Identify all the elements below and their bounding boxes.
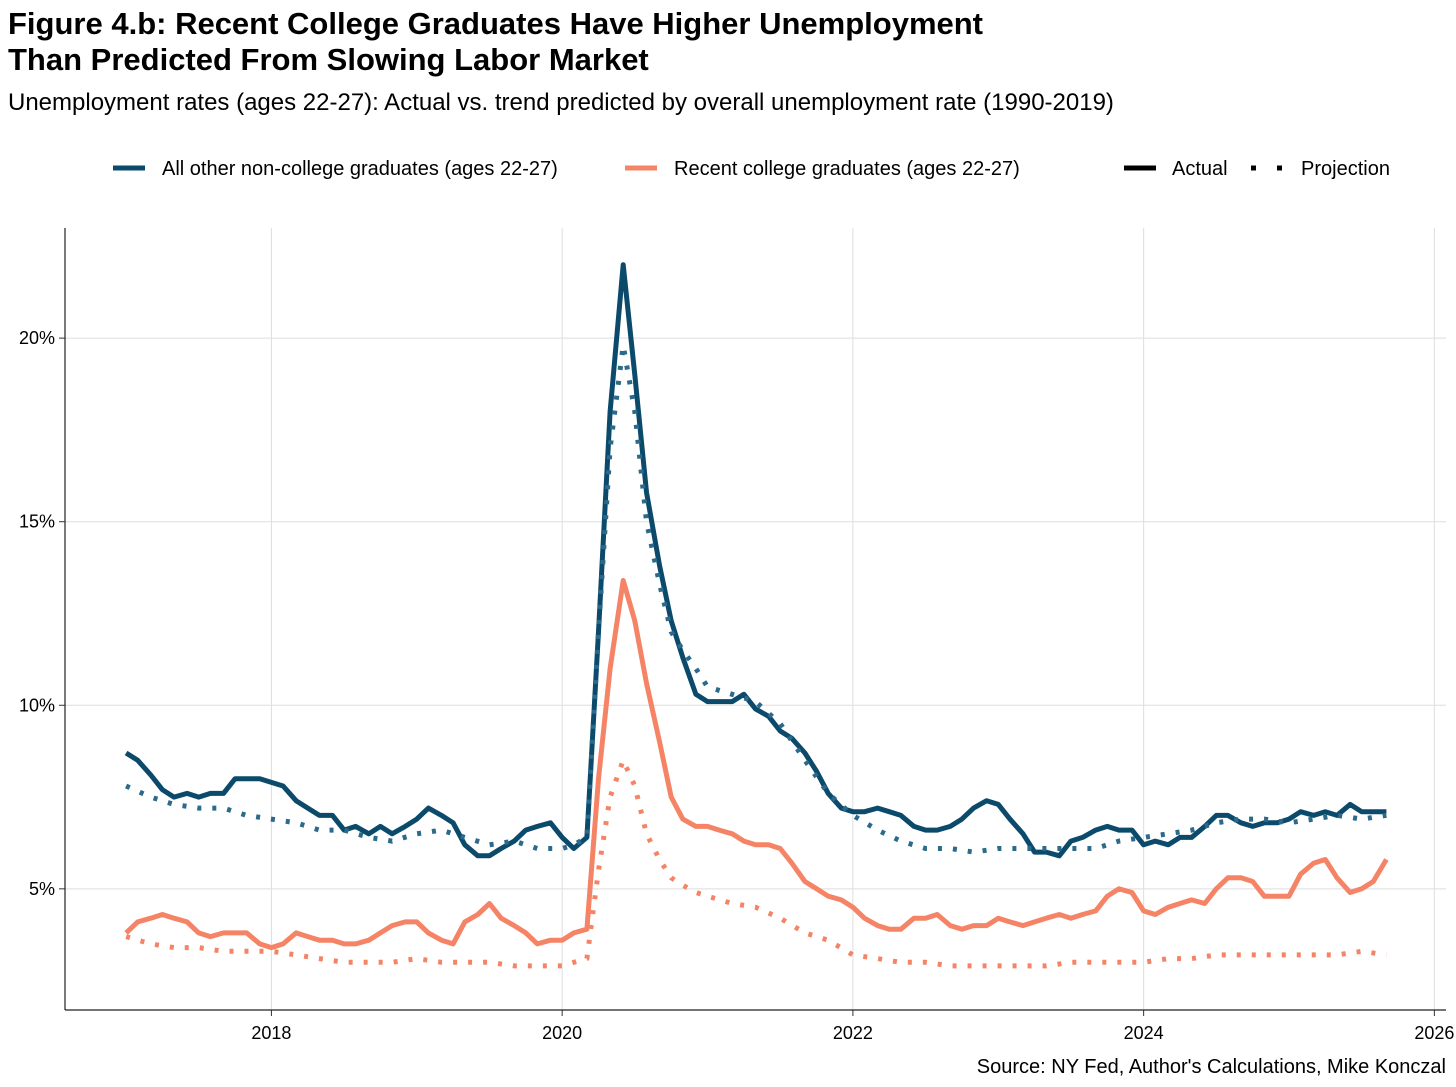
y-tick-label: 5% [29, 879, 55, 899]
x-tick-label: 2020 [542, 1023, 582, 1043]
x-tick-label: 2018 [251, 1023, 291, 1043]
chart-subtitle: Unemployment rates (ages 22-27): Actual … [8, 89, 1114, 116]
series-lines [124, 262, 1389, 969]
x-tick-label: 2026 [1414, 1023, 1454, 1043]
projection-line-1 [125, 343, 1387, 855]
projection-line-3 [125, 757, 1387, 969]
axes: 2018 2020 2022 2024 2026 5% 10% 15% 20% [19, 228, 1454, 1043]
gridlines [65, 228, 1446, 1010]
legend-label-actual: Actual [1172, 158, 1228, 180]
y-tick-label: 15% [19, 512, 55, 532]
legend: All other non-college graduates (ages 22… [113, 158, 1390, 180]
x-tick-label: 2024 [1124, 1023, 1164, 1043]
legend-label-series-0: All other non-college graduates (ages 22… [162, 158, 558, 180]
actual-line-0 [124, 262, 1387, 859]
y-tick-label: 20% [19, 328, 55, 348]
x-tick-label: 2022 [833, 1023, 873, 1043]
legend-label-projection: Projection [1301, 158, 1390, 180]
actual-line-2 [124, 578, 1389, 951]
legend-label-series-1: Recent college graduates (ages 22-27) [674, 158, 1020, 180]
source-note: Source: NY Fed, Author's Calculations, M… [976, 1056, 1446, 1078]
y-tick-label: 10% [19, 695, 55, 715]
chart-title: Figure 4.b: Recent College Graduates Hav… [8, 6, 984, 77]
